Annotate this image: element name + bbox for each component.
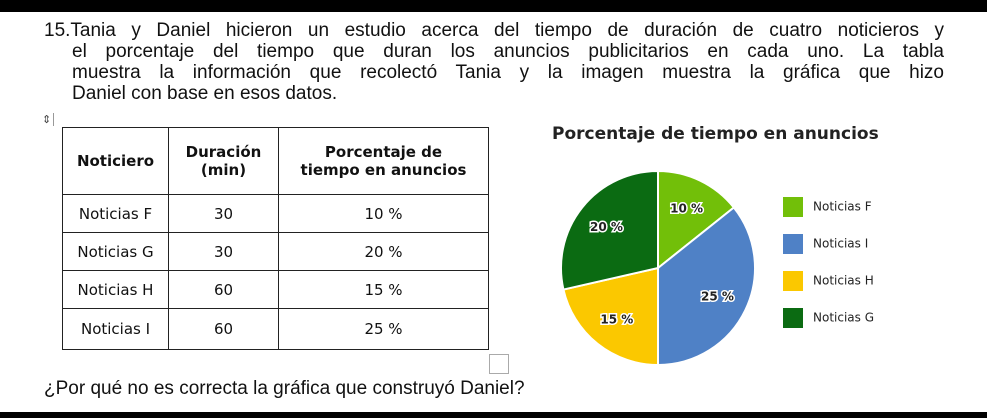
data-label: 20 %: [590, 220, 623, 234]
legend-label: Noticias G: [813, 310, 875, 325]
question-line: muestra la información que recolectó Tan…: [72, 62, 944, 83]
legend-swatch: [783, 308, 803, 328]
data-label: 10 %: [670, 202, 703, 216]
pie-chart: 10 % 25 % 15 % 20 %: [560, 169, 756, 367]
cell: 10 %: [278, 194, 489, 233]
question-line: 15.Tania y Daniel hicieron un estudio ac…: [44, 20, 944, 41]
cell: 20 %: [278, 232, 489, 271]
data-table: Noticiero Duración (min) Porcentaje de t…: [62, 127, 489, 350]
pie-slice-noticias-f: [657, 169, 736, 271]
cell: Noticias F: [62, 194, 169, 233]
cell: 15 %: [278, 270, 489, 309]
cell: 25 %: [278, 308, 489, 350]
legend-swatch: [783, 271, 803, 291]
cell: 30: [168, 232, 279, 271]
pie-slice-noticias-h: [562, 266, 659, 367]
header-cell: Noticiero: [62, 127, 169, 195]
legend-swatch: [783, 197, 803, 217]
question-prompt: ¿Por qué no es correcta la gráfica que c…: [44, 378, 525, 399]
document-page: 15.Tania y Daniel hicieron un estudio ac…: [0, 12, 987, 412]
table-row: Noticias I 60 25 %: [62, 308, 489, 350]
question-line: Daniel con base en esos datos.: [72, 83, 338, 104]
pie-slice-noticias-g: [560, 169, 659, 291]
legend-item: Noticias F: [783, 197, 872, 217]
legend-item: Noticias I: [783, 234, 868, 254]
cell: 60: [168, 270, 279, 309]
data-label: 25 %: [701, 290, 734, 304]
legend-label: Noticias F: [813, 199, 872, 214]
data-label: 15 %: [600, 313, 633, 327]
table-row: Noticias G 30 20 %: [62, 232, 489, 271]
legend-item: Noticias G: [783, 308, 874, 328]
question-line: el porcentaje del tiempo que duran los a…: [72, 41, 944, 62]
table-move-handle-icon[interactable]: ⇕: [42, 113, 55, 126]
legend-swatch: [783, 234, 803, 254]
legend-label: Noticias I: [813, 236, 869, 251]
cell: Noticias I: [62, 308, 169, 350]
chart-title: Porcentaje de tiempo en anuncios: [552, 124, 879, 144]
checkbox[interactable]: [489, 354, 509, 374]
cell: Noticias G: [62, 232, 169, 271]
pie-slice-noticias-i: [657, 206, 756, 367]
cell: 60: [168, 308, 279, 350]
legend-item: Noticias H: [783, 271, 874, 291]
cell: 30: [168, 194, 279, 233]
table-row: Noticias H 60 15 %: [62, 270, 489, 309]
legend-label: Noticias H: [813, 273, 874, 288]
question-text: 15.Tania y Daniel hicieron un estudio ac…: [44, 20, 944, 104]
table-row: Noticias F 30 10 %: [62, 194, 489, 233]
